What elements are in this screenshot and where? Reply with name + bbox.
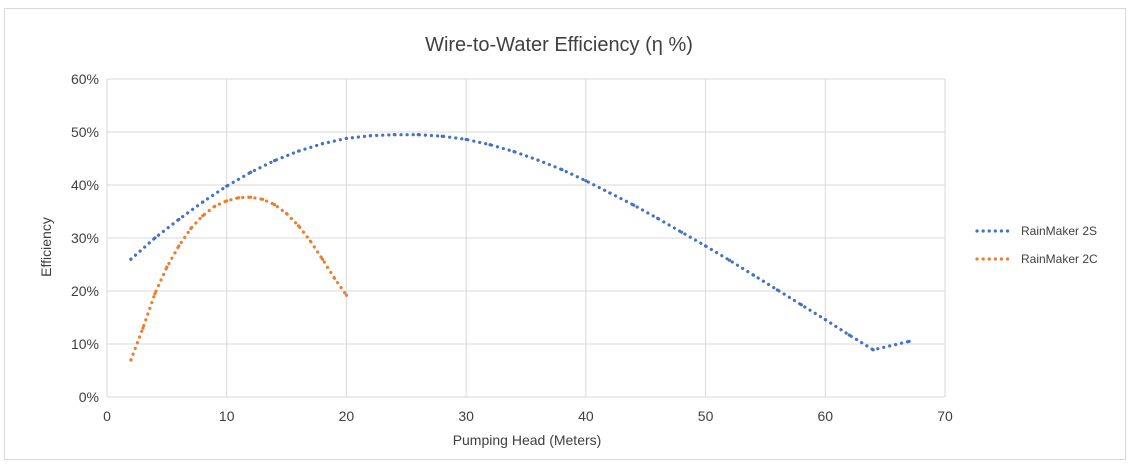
data-point [344, 293, 349, 297]
data-point [656, 216, 660, 220]
x-tick-label: 60 [817, 408, 833, 424]
data-point [775, 288, 780, 292]
data-point [308, 239, 313, 243]
x-axis-title: Pumping Head (Meters) [453, 432, 602, 448]
data-point [320, 257, 325, 261]
y-tick-label: 50% [71, 124, 99, 140]
data-point [153, 292, 157, 296]
legend-label: RainMaker 2S [1021, 224, 1097, 238]
data-point [512, 150, 516, 154]
data-point [703, 244, 708, 248]
data-point [320, 142, 325, 146]
data-point [440, 134, 444, 138]
data-point [464, 137, 468, 142]
data-point [392, 133, 396, 137]
data-point [608, 191, 612, 195]
grid-layer [106, 78, 946, 398]
data-point [296, 149, 301, 153]
data-point [871, 348, 875, 352]
data-point [249, 195, 253, 199]
series-1 [129, 195, 349, 362]
data-point [261, 197, 265, 201]
data-point [751, 273, 756, 277]
y-tick-label: 30% [71, 230, 99, 246]
chart-frame: Wire-to-Water Efficiency (η %) 0% 10% 20% 3… [4, 8, 1126, 460]
data-point [165, 265, 169, 269]
data-point [284, 212, 289, 216]
series-layer [129, 133, 911, 362]
y-tick-label: 60% [71, 71, 99, 87]
data-point [129, 358, 133, 362]
x-tick-label: 50 [698, 408, 714, 424]
legend: RainMaker 2S RainMaker 2C [975, 224, 1098, 266]
tick-layer: 0% 10% 20% 30% 40% 50% 60% 0 10 20 30 40 50 60 70 [71, 71, 953, 424]
data-point [727, 258, 732, 262]
legend-item: RainMaker 2C [975, 252, 1098, 266]
data-point [847, 333, 851, 337]
y-tick-label: 0% [79, 389, 99, 405]
y-tick-label: 20% [71, 283, 99, 299]
x-tick-label: 0 [103, 408, 111, 424]
y-axis-title: Efficiency [38, 217, 54, 277]
data-point [560, 168, 564, 172]
series-line [129, 195, 348, 362]
y-tick-label: 10% [71, 336, 99, 352]
data-point [680, 230, 684, 234]
x-tick-label: 70 [937, 408, 953, 424]
data-point [488, 143, 492, 147]
data-point [189, 226, 193, 231]
data-point [368, 134, 372, 138]
data-point [177, 217, 181, 222]
series-0 [129, 133, 911, 352]
data-point [344, 136, 349, 140]
data-point [332, 276, 337, 280]
legend-label: RainMaker 2C [1021, 252, 1098, 266]
chart-title: Wire-to-Water Efficiency (η %) [425, 34, 693, 56]
data-point [213, 204, 217, 208]
data-point [799, 303, 803, 307]
efficiency-chart: Wire-to-Water Efficiency (η %) 0% 10% 20% 3… [38, 34, 1098, 448]
data-point [201, 200, 205, 204]
x-tick-label: 40 [578, 408, 594, 424]
data-point [201, 214, 205, 218]
data-point [823, 318, 827, 322]
legend-item: RainMaker 2S [975, 224, 1097, 238]
data-point [416, 133, 420, 137]
x-tick-label: 20 [339, 408, 355, 424]
data-point [632, 203, 636, 207]
data-point [584, 179, 588, 183]
data-point [907, 339, 911, 343]
data-point [177, 244, 181, 248]
data-point [225, 199, 229, 203]
data-point [296, 224, 301, 228]
data-point [536, 158, 540, 162]
data-point [225, 184, 229, 188]
x-tick-label: 30 [458, 408, 474, 424]
data-point [273, 159, 277, 163]
data-point [153, 236, 157, 240]
data-point [141, 326, 145, 330]
series-line [129, 133, 911, 352]
data-point [249, 170, 253, 174]
data-point [237, 196, 241, 200]
y-tick-label: 40% [71, 177, 99, 193]
x-tick-label: 10 [219, 408, 235, 424]
data-point [273, 203, 277, 207]
data-point [129, 257, 133, 261]
